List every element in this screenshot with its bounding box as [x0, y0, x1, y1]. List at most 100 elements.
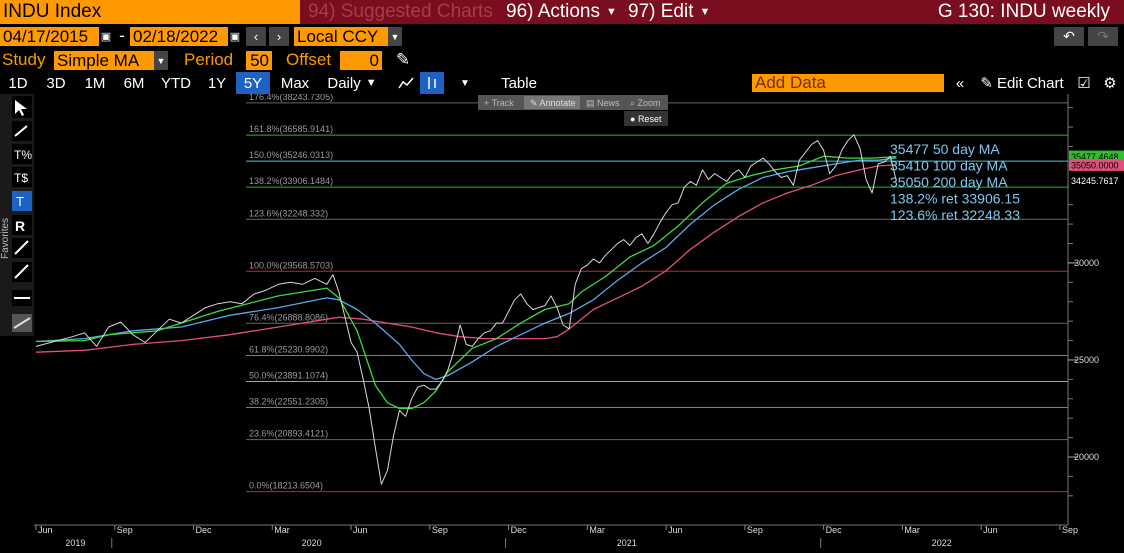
segment-icon	[14, 264, 29, 279]
chevron-left-icon[interactable]: ‹	[246, 27, 266, 46]
x-axis-tick-label: Sep	[1062, 525, 1078, 535]
x-axis-year-label: 2022	[932, 538, 952, 548]
gear-icon[interactable]: ⚙	[1103, 75, 1117, 92]
chevron-down-icon[interactable]: ▼	[388, 27, 402, 46]
period-input[interactable]: 50	[246, 51, 272, 70]
date-separator: -	[119, 26, 125, 45]
chevron-right-icon[interactable]: ›	[269, 27, 289, 46]
fib-level-label: 38.2%(22551.2305)	[249, 396, 328, 406]
last-value-label: 35050.0000	[1071, 160, 1119, 170]
series	[35, 134, 897, 485]
edit-label: 97) Edit	[628, 1, 694, 22]
draw-line-icon	[14, 125, 28, 137]
fib-level-label: 0.0%(18213.6504)	[249, 481, 323, 491]
offset-label: Offset	[286, 50, 332, 69]
edit-menu[interactable]: 97) Edit ▼	[622, 0, 712, 24]
range-1m[interactable]: 1M	[84, 74, 106, 92]
chart-settings-icon[interactable]: ☑	[1077, 75, 1091, 92]
study-label: Study	[2, 50, 46, 69]
fib-level-label: 138.2%(33906.1484)	[249, 176, 333, 186]
fib-level-label: 123.6%(32248.332)	[249, 208, 328, 218]
actions-label: 96) Actions	[506, 1, 600, 22]
annotate-button[interactable]: ✎ Annotate	[530, 98, 576, 108]
last-value-label: 34245.7617	[1071, 176, 1119, 186]
chart-mini-toolbar: + Track ✎ Annotate ▤ News ⌕ Zoom ● Reset	[478, 95, 668, 126]
page-title: G 130: INDU weekly	[937, 1, 1110, 22]
line-chart-icon[interactable]	[394, 72, 418, 94]
edit-chart-label: Edit Chart	[996, 74, 1064, 92]
price-tool[interactable]	[12, 167, 32, 187]
study-select[interactable]: Simple MA	[54, 51, 154, 70]
calendar-icon[interactable]: ▣	[229, 31, 241, 43]
fib-level-label: 76.4%(26888.8086)	[249, 312, 328, 322]
frequency-select[interactable]: Daily ▼	[320, 72, 384, 94]
chevron-down-icon: ▼	[699, 6, 711, 18]
chevron-down-icon: ▼	[365, 77, 377, 89]
start-date-input[interactable]: 04/17/2015	[0, 27, 99, 46]
chevron-down-icon[interactable]: ▼	[154, 51, 168, 70]
pointer-icon	[15, 100, 27, 116]
price-chart[interactable]: T% T$ T R Favorites 176.4%(38243.7305) 16…	[0, 94, 1124, 553]
chart-annotation: 35410 100 day MA	[890, 158, 1008, 174]
range-1d[interactable]: 1D	[8, 74, 28, 92]
range-5y[interactable]: 5Y	[236, 72, 270, 94]
range-3d[interactable]: 3D	[46, 74, 66, 92]
actions-menu[interactable]: 96) Actions ▼	[500, 0, 620, 24]
study-bar: Study Simple MA ▼ Period 50 Offset 0 ✎	[0, 48, 1124, 72]
x-axis-tick-label: Jun	[38, 525, 53, 535]
range-ytd[interactable]: YTD	[161, 74, 191, 92]
ma-50-line	[35, 155, 897, 410]
r-tool[interactable]	[12, 215, 32, 235]
suggested-charts-menu[interactable]: 94) Suggested Charts	[300, 0, 498, 24]
range-1y[interactable]: 1Y	[207, 74, 227, 92]
track-button[interactable]: + Track	[484, 98, 514, 108]
offset-input[interactable]: 0	[340, 51, 382, 70]
zoom-button[interactable]: ⌕ Zoom	[630, 98, 661, 108]
fib-level-label: 176.4%(38243.7305)	[249, 94, 333, 102]
chevron-down-icon[interactable]: ▼	[460, 77, 470, 89]
ticker-field[interactable]: INDU Index	[0, 0, 300, 24]
reset-button[interactable]: ● Reset	[630, 114, 662, 124]
x-axis-tick-label: Jun	[668, 525, 683, 535]
pencil-icon[interactable]: ✎	[395, 50, 411, 69]
line-chart-icon-glyph	[398, 77, 414, 89]
edit-chart-button[interactable]: ✎ Edit Chart	[974, 72, 1070, 94]
channel-icon	[13, 317, 31, 329]
table-button[interactable]: Table	[501, 74, 537, 92]
x-axis-tick-label: Dec	[511, 525, 528, 535]
chart-annotation: 35050 200 day MA	[890, 174, 1008, 190]
last-value-tag	[1069, 174, 1124, 187]
x-axis-tick-label: Mar	[589, 525, 605, 535]
ma-200-line	[35, 164, 897, 353]
calendar-icon[interactable]: ▣	[100, 31, 112, 43]
percent-tool[interactable]	[12, 144, 32, 164]
redo-icon[interactable]: ↷	[1088, 27, 1118, 46]
annotate-button-bg	[524, 96, 580, 109]
undo-icon[interactable]: ↶	[1054, 27, 1084, 46]
fib-retracement-icon: T	[16, 194, 24, 209]
x-axis-tick-label: Sep	[747, 525, 763, 535]
fibonacci-levels: 176.4%(38243.7305) 161.8%(36585.9141) 150.…	[246, 94, 1068, 493]
bar-chart-icon[interactable]	[420, 72, 444, 94]
last-value-label: 35477.4648	[1071, 152, 1119, 162]
period-label: Period	[184, 50, 234, 69]
chart-annotation: 138.2% ret 33906.15	[890, 191, 1020, 207]
chevron-down-icon: ▼	[606, 6, 617, 18]
end-date-input[interactable]: 02/18/2022	[130, 27, 228, 46]
news-button[interactable]: ▤ News	[586, 98, 620, 108]
currency-select[interactable]: Local CCY	[294, 27, 388, 46]
ma-100-line	[35, 157, 897, 381]
add-data-input[interactable]: Add Data	[752, 74, 944, 92]
collapse-left-icon[interactable]: «	[955, 74, 965, 92]
x-axis-ticks: Jun Sep Dec Mar Jun Sep Dec Mar Jun Sep Dec Mar Jun S…	[35, 525, 1078, 548]
x-axis-tick-label: Jun	[353, 525, 368, 535]
y-axis-ticks: 20000 25000 30000	[1068, 107, 1099, 497]
date-bar: 04/17/2015 ▣ - 02/18/2022 ▣ ‹ › Local CC…	[0, 24, 1124, 48]
fib-level-label: 61.8%(25230.9902)	[249, 344, 328, 354]
range-max[interactable]: Max	[280, 74, 310, 92]
range-6m[interactable]: 6M	[123, 74, 145, 92]
pencil-icon: ✎	[980, 75, 993, 92]
fib-tool-active[interactable]	[12, 191, 32, 211]
